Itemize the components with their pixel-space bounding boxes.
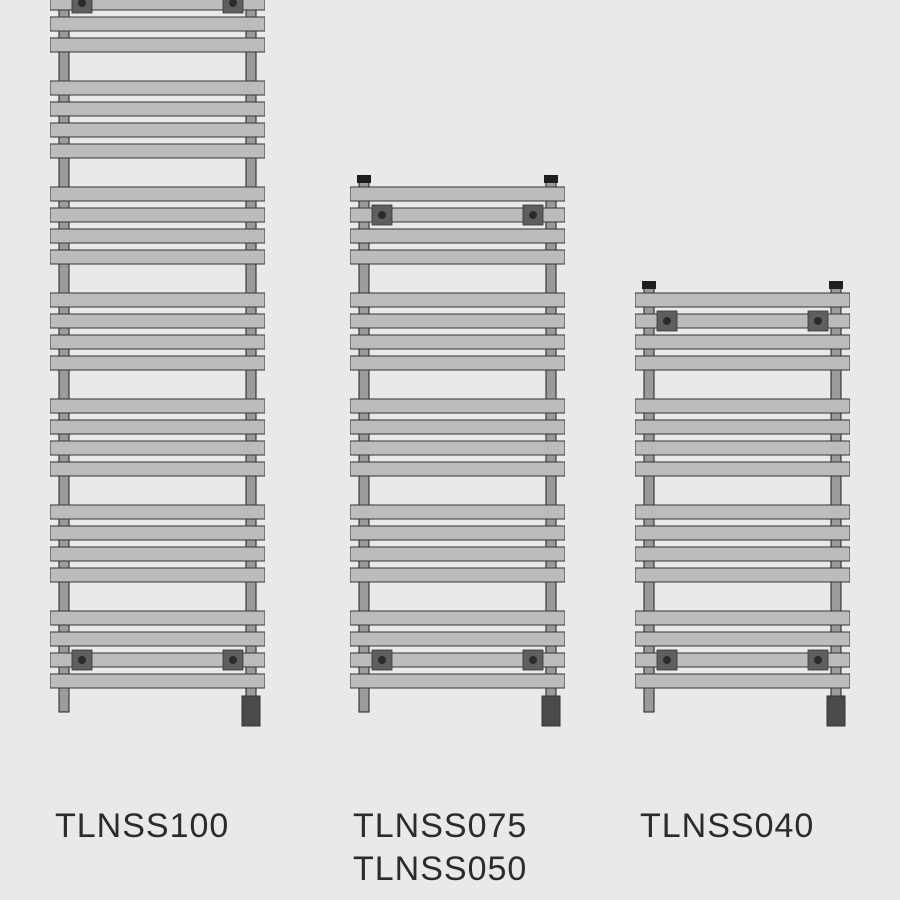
- radiator-tlnss100: [50, 0, 265, 733]
- product-label-line: TLNSS050: [353, 848, 527, 891]
- product-label-line: TLNSS040: [640, 805, 814, 848]
- product-label-line: TLNSS075: [353, 805, 527, 848]
- product-label: TLNSS040: [640, 805, 814, 848]
- radiator-tlnss075: [350, 175, 565, 733]
- product-label-line: TLNSS100: [55, 805, 229, 848]
- product-label: TLNSS075TLNSS050: [353, 805, 527, 890]
- product-label: TLNSS100: [55, 805, 229, 848]
- radiator-tlnss040: [635, 281, 850, 733]
